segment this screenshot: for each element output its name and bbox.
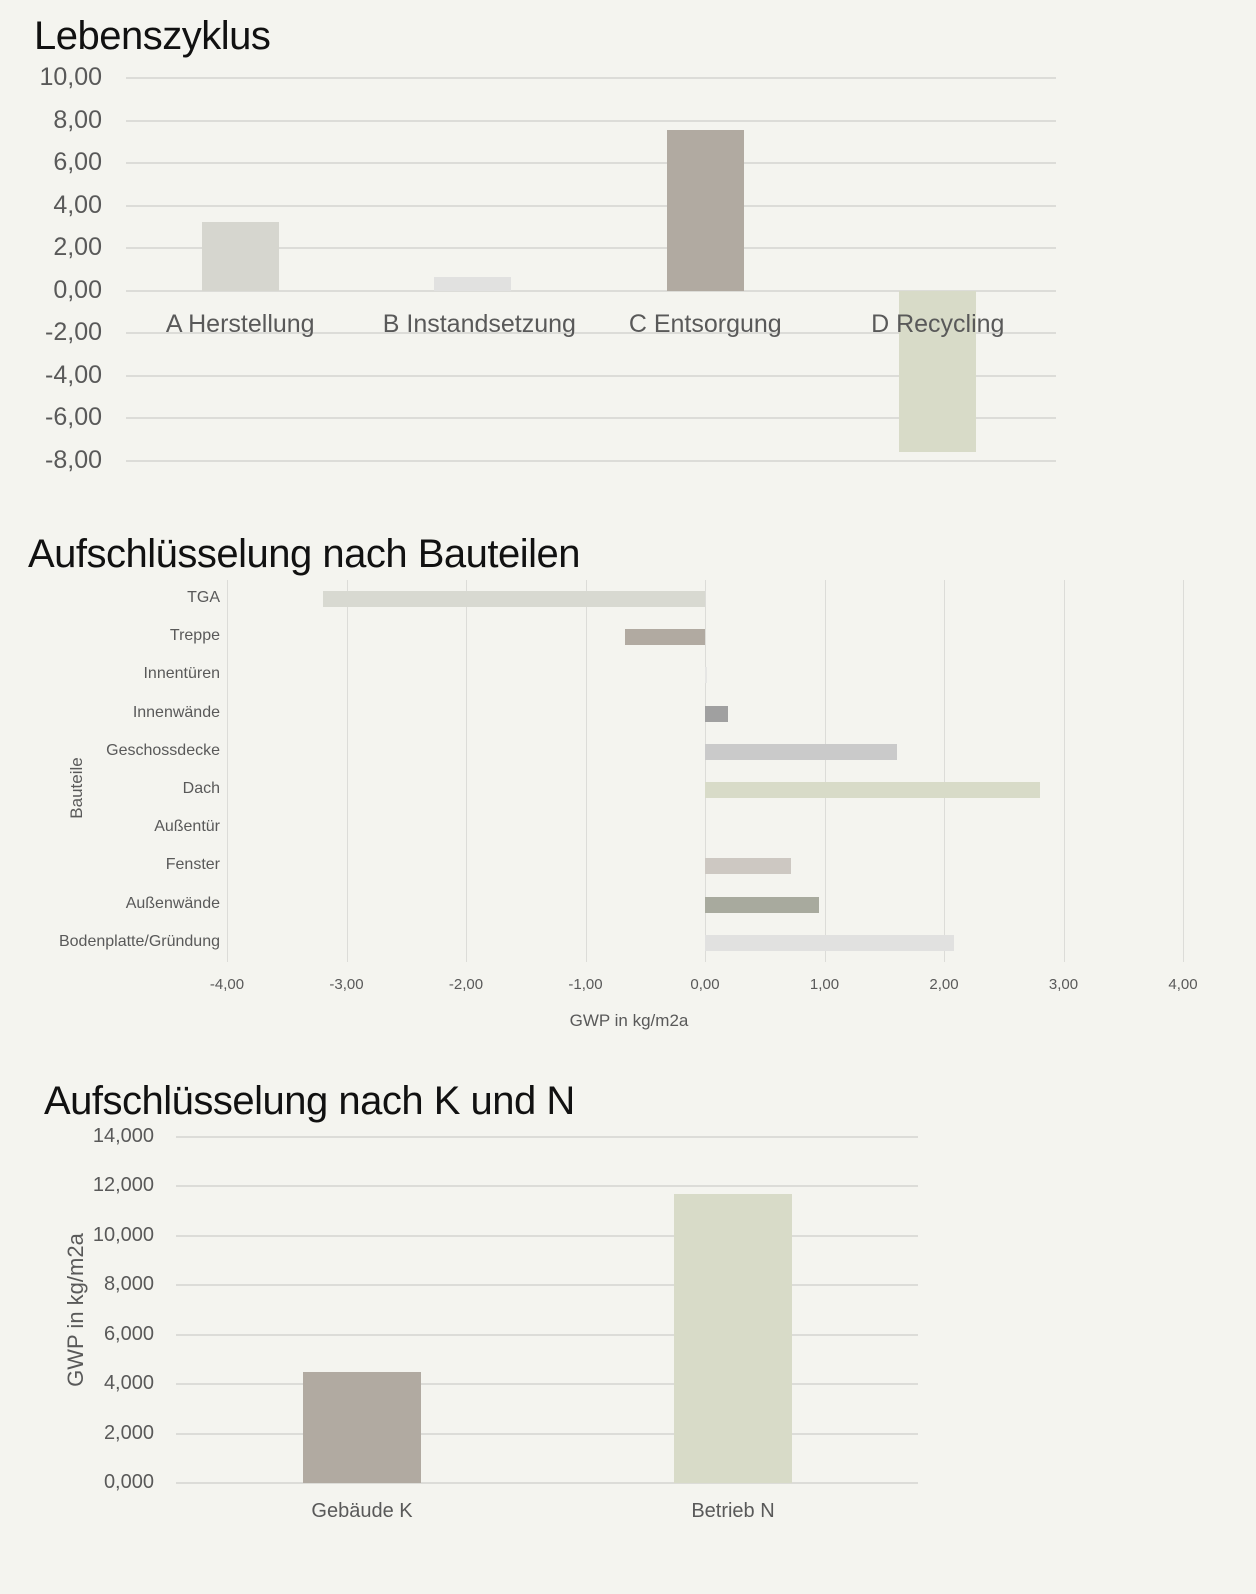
gridline — [126, 332, 1056, 335]
category-label: Außentür — [154, 818, 220, 836]
bar[interactable] — [674, 1193, 792, 1483]
gridline — [176, 1234, 918, 1237]
gridline — [176, 1136, 918, 1138]
chart2-x-axis-label: GWP in kg/m2a — [569, 1011, 689, 1030]
y-tick-label: 4,00 — [53, 190, 102, 219]
chart3-y-axis-label: GWP in kg/m2a — [63, 1233, 88, 1387]
bar[interactable] — [705, 858, 792, 875]
y-tick-label: 0,000 — [103, 1471, 154, 1493]
x-tick-label: 0,00 — [690, 976, 720, 993]
y-tick-label: 10,000 — [92, 1223, 154, 1246]
y-tick-label: -6,00 — [45, 403, 102, 432]
gridline — [585, 580, 587, 962]
gridline — [176, 1383, 918, 1386]
category-label: Innentüren — [143, 665, 220, 683]
category-label: TGA — [187, 589, 220, 606]
gridline — [126, 247, 1056, 250]
category-label: Bodenplatte/Gründung — [58, 932, 220, 950]
x-tick-label: 1,00 — [809, 976, 840, 993]
gridline — [176, 1432, 918, 1435]
bar[interactable] — [705, 934, 954, 951]
y-tick-label: -8,00 — [45, 446, 102, 474]
y-tick-label: -2,00 — [45, 318, 102, 347]
gridline — [824, 580, 826, 962]
category-label: Geschossdecke — [106, 741, 220, 759]
gridline — [346, 580, 348, 962]
x-tick-label: -4,00 — [209, 976, 245, 993]
bar[interactable] — [322, 591, 705, 607]
y-tick-label: 4,000 — [103, 1372, 154, 1395]
gridline — [944, 580, 945, 962]
chart2-title: Aufschlüsselung nach Bauteilen — [28, 532, 581, 576]
category-label: D Recycling — [871, 310, 1005, 338]
category-label: Gebäude K — [311, 1500, 413, 1522]
y-tick-label: 12,000 — [92, 1174, 154, 1197]
category-label: Fenster — [165, 856, 220, 874]
x-tick-label: -3,00 — [329, 976, 364, 993]
y-tick-label: 0,00 — [53, 275, 102, 304]
x-tick-label: -1,00 — [568, 976, 603, 993]
bar[interactable] — [434, 276, 512, 291]
bar[interactable] — [705, 782, 1040, 798]
gridline — [126, 289, 1056, 292]
y-tick-label: 8,00 — [53, 105, 102, 134]
x-tick-label: 4,00 — [1168, 976, 1198, 993]
gridline — [126, 162, 1056, 165]
category-label: C Entsorgung — [628, 310, 782, 338]
bar[interactable] — [705, 667, 708, 684]
category-label: Betrieb N — [691, 1500, 775, 1522]
gridline — [126, 204, 1056, 207]
bar[interactable] — [705, 896, 819, 913]
y-tick-label: 14,000 — [92, 1125, 154, 1147]
gridline — [466, 580, 467, 962]
bar[interactable] — [705, 705, 728, 722]
bar[interactable] — [624, 629, 705, 646]
gridline — [126, 119, 1056, 122]
category-label: Treppe — [169, 627, 220, 645]
chart1-title: Lebenszyklus — [34, 14, 271, 58]
x-tick-label: -2,00 — [448, 976, 484, 993]
bar[interactable] — [899, 290, 977, 453]
category-label: Innenwände — [132, 703, 220, 721]
bar[interactable] — [705, 743, 898, 760]
gridline — [227, 580, 228, 962]
gridline — [705, 580, 706, 962]
chart3-title: Aufschlüsselung nach K und N — [44, 1079, 575, 1123]
gridline — [176, 1185, 918, 1188]
bar[interactable] — [666, 129, 744, 291]
y-tick-label: 2,00 — [53, 233, 102, 262]
gridline — [176, 1284, 918, 1287]
y-tick-label: 6,000 — [103, 1322, 154, 1345]
gridline — [126, 460, 1056, 462]
bar[interactable] — [201, 221, 279, 291]
x-tick-label: 2,00 — [929, 976, 959, 993]
bar[interactable] — [303, 1372, 421, 1483]
y-tick-label: 8,000 — [103, 1273, 154, 1296]
x-tick-label: 3,00 — [1048, 976, 1079, 993]
gridline — [126, 77, 1056, 79]
y-tick-label: 6,00 — [53, 148, 102, 177]
y-tick-label: -4,00 — [45, 360, 102, 389]
category-label: A Herstellung — [165, 310, 315, 338]
category-label: Dach — [182, 780, 220, 797]
gridline — [1063, 580, 1065, 962]
gridline — [126, 417, 1056, 420]
gridline — [1183, 580, 1184, 962]
gridline — [176, 1482, 918, 1484]
y-tick-label: 2,000 — [103, 1421, 154, 1444]
chart2-y-axis-label: Bauteile — [67, 757, 86, 819]
y-tick-label: 10,00 — [39, 63, 102, 91]
gridline — [176, 1333, 918, 1336]
category-label: Außenwände — [125, 894, 220, 912]
category-label: B Instandsetzung — [382, 310, 576, 338]
gridline — [126, 374, 1056, 377]
